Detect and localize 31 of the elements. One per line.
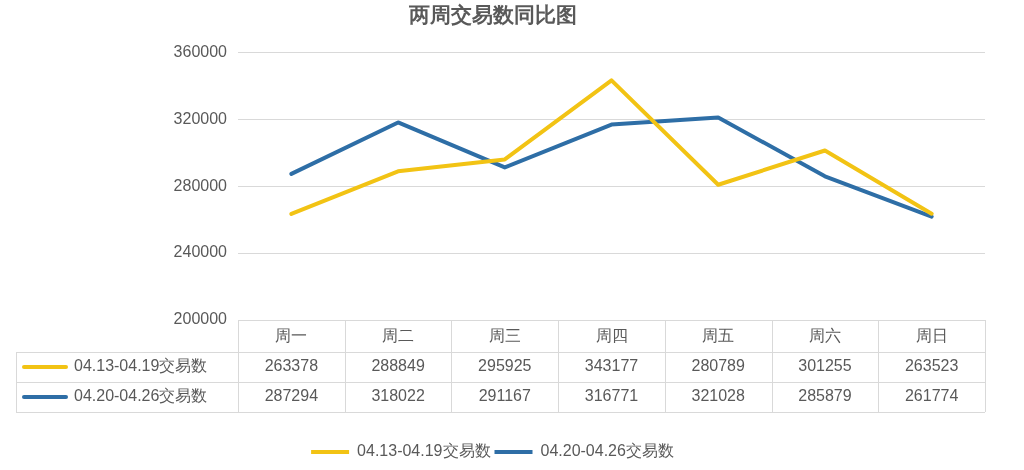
y-tick-label: 280000 xyxy=(173,176,228,194)
x-tick-label: 周一 xyxy=(275,327,308,345)
x-tick-label: 周五 xyxy=(702,327,735,345)
data-label: 301255 xyxy=(798,357,852,375)
legend-label: 04.20-04.26交易数 xyxy=(74,387,208,405)
x-tick-label: 周六 xyxy=(808,327,841,345)
data-label: 343177 xyxy=(584,357,639,375)
y-tick-label: 240000 xyxy=(173,243,228,261)
text: 04.13-04.19交易数 xyxy=(357,442,491,460)
chart-title: 两周交易数同比图 xyxy=(407,3,577,27)
data-label: 318022 xyxy=(371,387,425,405)
y-tick-label: 360000 xyxy=(173,42,228,60)
x-tick-label: 周四 xyxy=(595,327,628,345)
text: 04.20-04.26交易数 xyxy=(540,442,674,460)
legend-label: 04.13-04.19交易数 xyxy=(74,357,208,375)
data-label: 287294 xyxy=(264,387,319,405)
data-label: 288849 xyxy=(371,357,425,375)
x-tick-label: 周日 xyxy=(915,327,948,345)
x-tick-label: 周三 xyxy=(488,327,521,345)
data-label: 285879 xyxy=(798,387,852,405)
data-label: 263523 xyxy=(904,357,959,375)
data-label: 280789 xyxy=(691,357,746,375)
y-tick-label: 320000 xyxy=(173,109,228,127)
data-label: 316771 xyxy=(584,387,639,405)
y-tick-label: 200000 xyxy=(173,310,228,328)
data-label: 295925 xyxy=(478,357,532,375)
x-tick-label: 周二 xyxy=(382,327,415,345)
data-label: 291167 xyxy=(478,387,531,405)
data-label: 321028 xyxy=(691,387,746,405)
data-label: 263378 xyxy=(264,357,319,375)
data-label: 261774 xyxy=(904,387,959,405)
